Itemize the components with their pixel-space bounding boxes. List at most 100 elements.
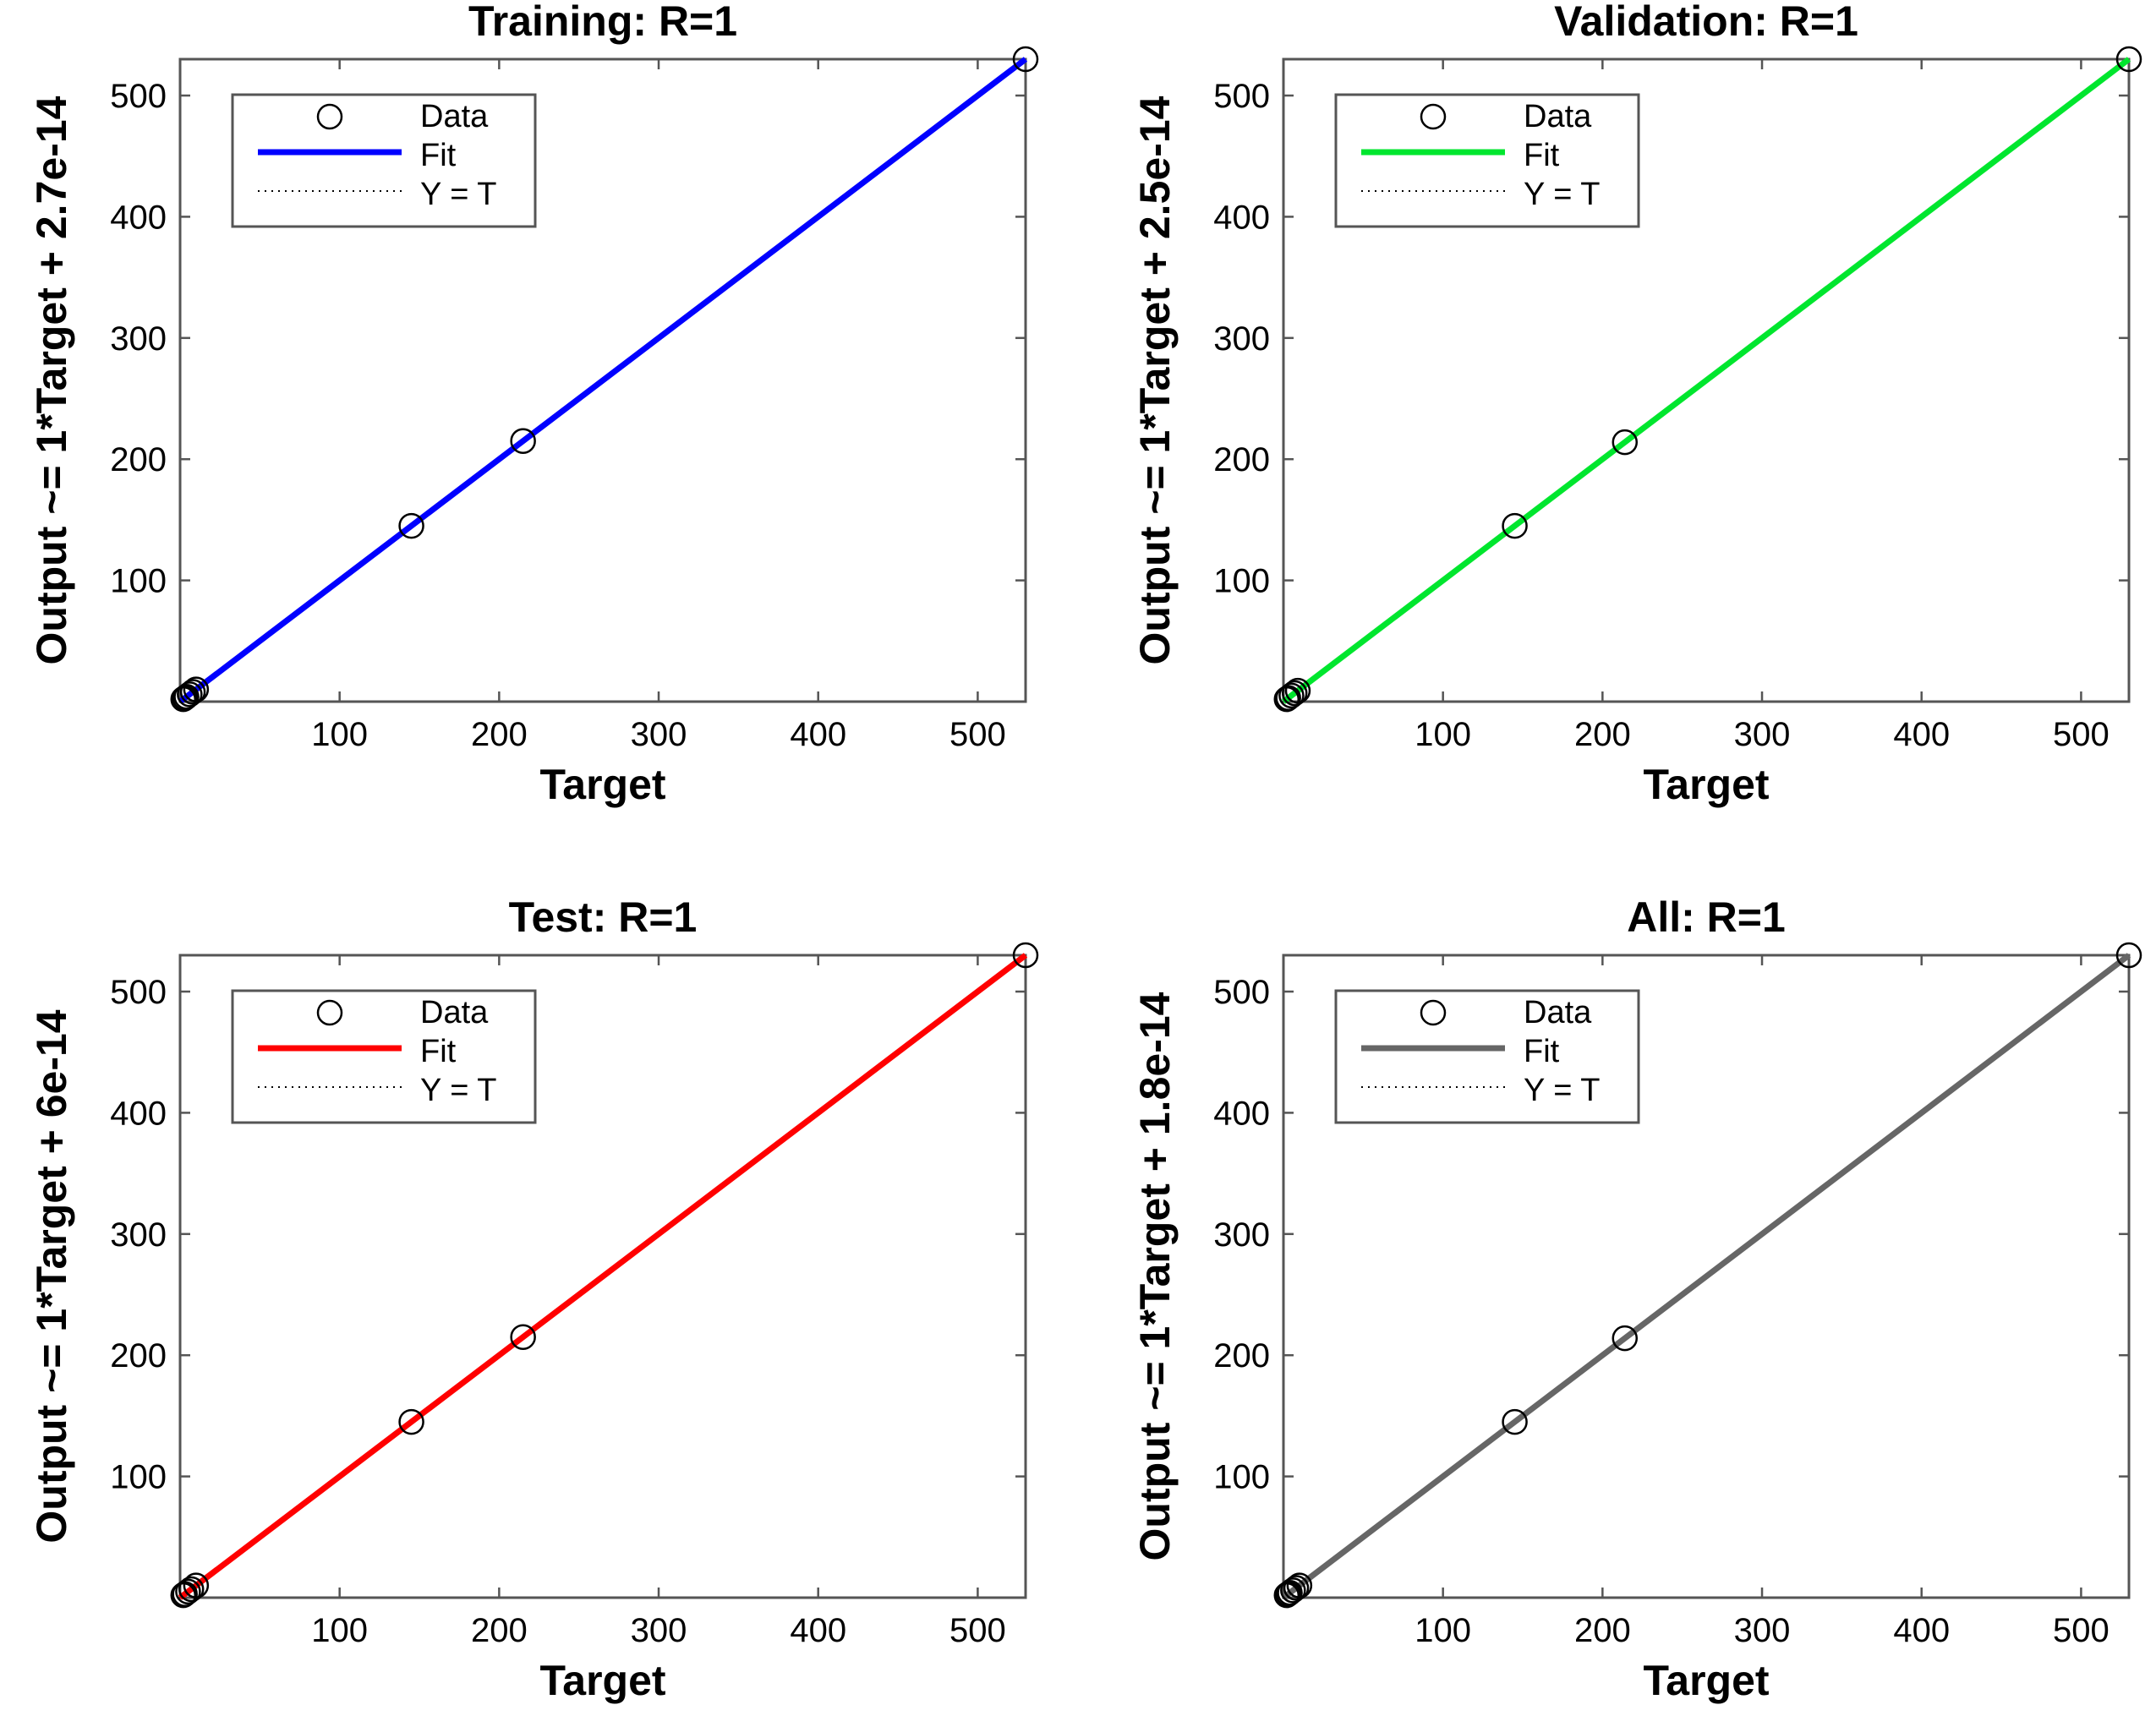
x-tick-label: 500 [2053,1612,2109,1649]
data-point [175,1578,201,1605]
data-point [1612,1325,1639,1352]
fit-line [1281,953,2131,1600]
y-tick-label: 200 [1213,441,1270,478]
x-tick-label: 100 [311,1612,368,1649]
x-tick-label: 200 [1574,716,1631,753]
x-tick-label: 100 [1415,1612,1471,1649]
y-tick-label: 200 [1213,1337,1270,1374]
legend: Data Fit Y = T [1334,93,1640,228]
legend-label: Fit [420,138,457,173]
y-tick-label: 300 [1213,320,1270,358]
data-point [170,686,197,713]
legend-label: Y = T [1524,177,1601,212]
y-tick-label: 500 [1213,974,1270,1011]
data-point [177,681,203,708]
legend-box [231,989,537,1124]
x-tick-label: 100 [1415,716,1471,753]
legend-label: Fit [1524,138,1560,173]
chart-title: Training: R=1 [468,0,737,45]
legend-label: Fit [1524,1034,1560,1069]
data-point [1284,677,1311,704]
legend-label: Y = T [1524,1073,1601,1108]
y-tick-label: 300 [1213,1216,1270,1254]
x-tick-label: 400 [790,716,846,753]
legend-label: Fit [420,1034,457,1069]
data-point [1502,512,1528,539]
x-tick-label: 100 [311,716,368,753]
data-point [173,684,200,710]
y-axis-label: Output ~= 1*Target + 6e-14 [28,1009,75,1543]
y-tick-label: 200 [110,441,167,478]
legend-label: Data [420,99,489,134]
data-point [183,1572,210,1599]
data-point [1277,1580,1303,1606]
x-tick-label: 300 [631,1612,687,1649]
data-point [183,676,210,702]
y-tick-label: 500 [110,78,167,115]
legend: Data Fit Y = T [1334,989,1640,1124]
y-tick-label: 300 [110,1216,167,1254]
chart-title: All: R=1 [1627,894,1786,941]
y-tick-label: 100 [110,1459,167,1496]
x-axis-label: Target [539,1657,665,1704]
data-point [1275,685,1301,711]
data-point [2115,46,2142,73]
data-point [1012,46,1039,73]
y-axis-label: Output ~= 1*Target + 1.8e-14 [1131,992,1179,1560]
data-point [1283,1575,1310,1601]
chart-title: Validation: R=1 [1554,0,1858,45]
fit-line [178,953,1028,1600]
y-tick-label: 500 [110,974,167,1011]
x-tick-label: 400 [790,1612,846,1649]
x-axis-label: Target [1643,1657,1769,1704]
data-point [398,1408,424,1435]
x-tick-label: 500 [949,716,1006,753]
regression-panel-1: 100 200 300 400 500 100 200 300 400 500 Training: … [28,0,1039,808]
legend-label: Data [1524,99,1592,134]
legend-box [231,93,537,228]
regression-panel-4: 100 200 300 400 500 100 200 300 400 500 All: R=1 Ta… [1131,894,2142,1704]
legend-data-marker [316,103,343,130]
y-tick-label: 100 [1213,1459,1270,1496]
legend-label: Data [1524,995,1592,1030]
x-tick-label: 300 [631,716,687,753]
legend-data-marker [316,999,343,1026]
data-point [1502,1408,1528,1435]
x-tick-label: 200 [471,1612,528,1649]
regression-panel-2: 100 200 300 400 500 100 200 300 400 500 Validation… [1131,0,2142,808]
y-tick-label: 100 [110,563,167,600]
x-tick-label: 200 [471,716,528,753]
data-point [2115,942,2142,969]
y-tick-label: 400 [1213,1095,1270,1132]
legend-label: Y = T [420,177,497,212]
data-point [1280,1577,1306,1604]
x-tick-label: 400 [1893,716,1950,753]
x-tick-label: 500 [2053,716,2109,753]
legend-data-marker [1420,999,1447,1026]
data-point [1281,680,1308,707]
data-point [510,1324,536,1350]
chart-title: Test: R=1 [509,894,698,941]
fit-line [178,57,1028,704]
regression-panel-3: 100 200 300 400 500 100 200 300 400 500 Test: R=1 T… [28,894,1039,1704]
x-axis-label: Target [539,761,665,808]
data-point [179,679,206,705]
y-tick-label: 200 [110,1337,167,1374]
y-tick-label: 300 [110,320,167,358]
y-axis-label: Output ~= 1*Target + 2.7e-14 [28,96,75,664]
legend-box [1334,93,1640,228]
x-axis-label: Target [1643,761,1769,808]
data-point [1012,942,1039,969]
legend-label: Y = T [420,1073,497,1108]
legend-label: Data [420,995,489,1030]
data-point [178,1576,205,1603]
x-tick-label: 500 [949,1612,1006,1649]
y-tick-label: 400 [1213,199,1270,236]
legend: Data Fit Y = T [231,93,537,228]
fit-line [1281,57,2131,704]
x-tick-label: 300 [1734,1612,1791,1649]
data-point [1273,1582,1300,1609]
y-tick-label: 400 [110,1095,167,1132]
data-point [398,512,424,539]
